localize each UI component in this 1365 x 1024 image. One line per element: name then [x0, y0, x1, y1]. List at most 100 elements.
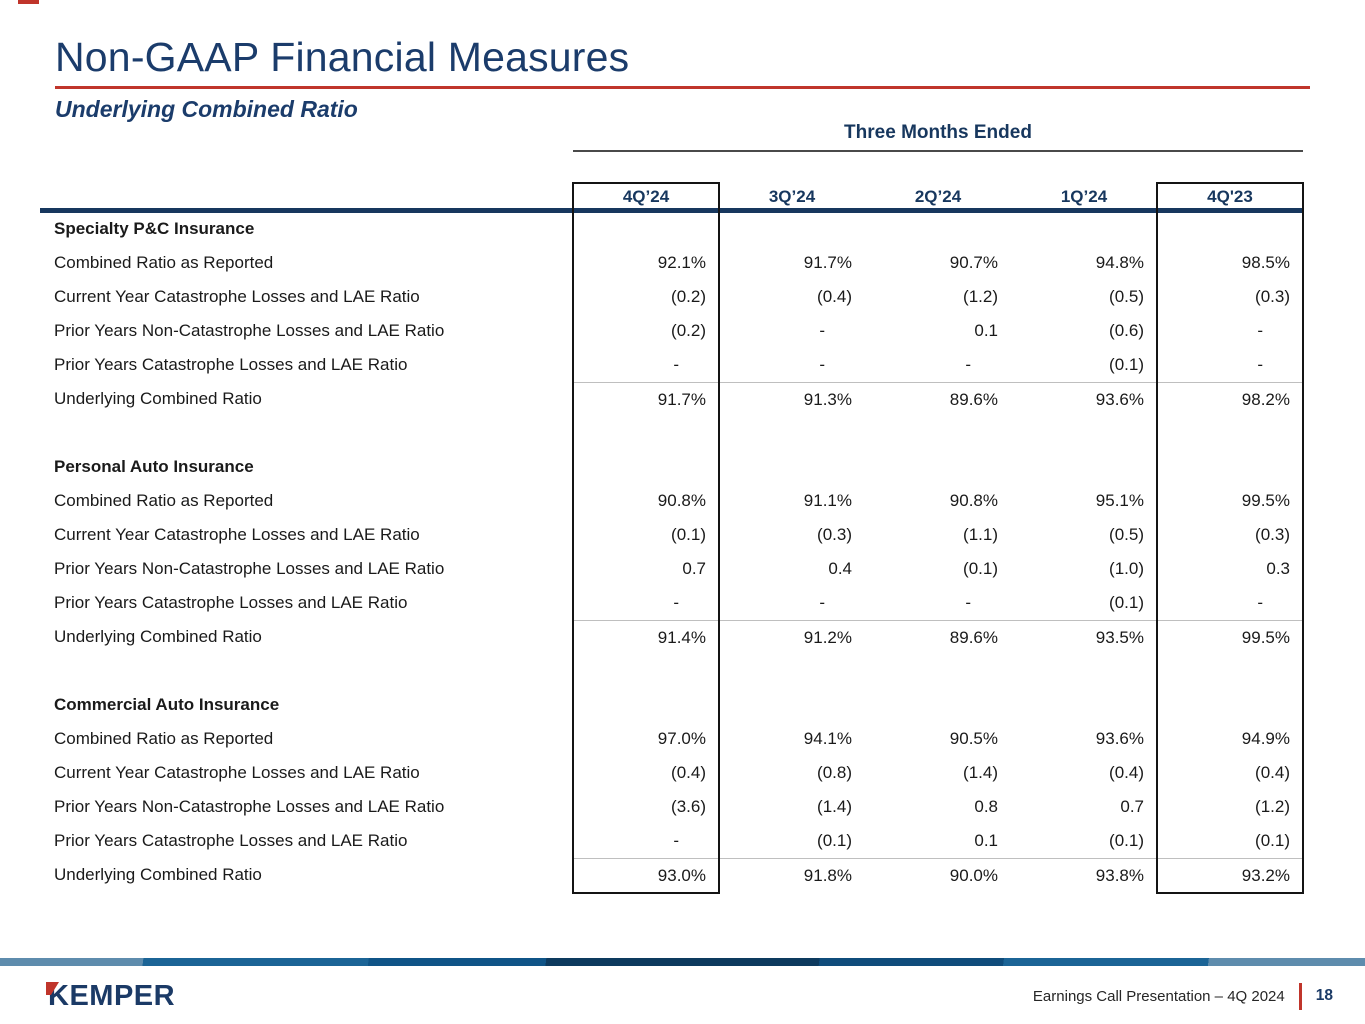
value-cell: -	[819, 321, 825, 340]
section-title-empty-cell	[1157, 212, 1303, 246]
value-cell: (1.2)	[1255, 797, 1290, 816]
value-cell: 91.4%	[573, 620, 719, 654]
value-cell: (0.1)	[963, 559, 998, 578]
row-label: Current Year Catastrophe Losses and LAE …	[54, 763, 420, 782]
value-cell: (0.4)	[817, 287, 852, 306]
value-cell: (0.1)	[671, 525, 706, 544]
page-title: Non-GAAP Financial Measures	[55, 34, 630, 80]
footer-red-divider	[1298, 982, 1302, 1010]
column-header-3: 2Q’24	[914, 187, 962, 206]
value-cell: 98.2%	[1157, 382, 1303, 416]
value-cell: (0.1)	[1255, 831, 1290, 850]
combined-ratio-table: 4Q’24 3Q’24 2Q’24 1Q’24 4Q'23 Specialty P&C …	[40, 182, 1304, 894]
value-cell: -	[965, 355, 971, 374]
value-cell: (0.1)	[1109, 831, 1144, 850]
row-label: Prior Years Catastrophe Losses and LAE R…	[54, 593, 408, 612]
value-cell: -	[1257, 355, 1263, 374]
section-title-empty-cell	[1011, 212, 1157, 246]
kemper-logo-text: KEMPER	[48, 980, 176, 1012]
value-cell: 0.7	[682, 559, 706, 578]
value-cell: 89.6%	[865, 620, 1011, 654]
section-title-empty-cell	[865, 450, 1011, 484]
value-cell: (1.2)	[963, 287, 998, 306]
spacer-cell	[865, 416, 1011, 450]
value-cell: 94.1%	[803, 729, 852, 748]
value-cell: 0.8	[974, 797, 998, 816]
row-label: Prior Years Non-Catastrophe Losses and L…	[54, 559, 445, 578]
value-cell: (0.3)	[817, 525, 852, 544]
value-cell: (0.1)	[817, 831, 852, 850]
value-cell: 94.9%	[1241, 729, 1290, 748]
value-cell: 97.0%	[657, 729, 706, 748]
value-cell: (0.1)	[1109, 355, 1144, 374]
value-cell: 90.8%	[657, 491, 706, 510]
value-cell: (0.6)	[1109, 321, 1144, 340]
value-cell: (0.3)	[1255, 525, 1290, 544]
value-cell: 93.6%	[1011, 382, 1157, 416]
spacer-cell	[719, 654, 865, 688]
value-cell: 90.8%	[949, 491, 998, 510]
spacer-cell	[573, 416, 719, 450]
row-label: Prior Years Non-Catastrophe Losses and L…	[54, 321, 445, 340]
row-label: Underlying Combined Ratio	[54, 627, 262, 646]
value-cell: (0.4)	[671, 763, 706, 782]
spacer-cell	[1011, 416, 1157, 450]
row-label: Prior Years Catastrophe Losses and LAE R…	[54, 355, 408, 374]
value-cell: (3.6)	[671, 797, 706, 816]
value-cell: (0.3)	[1255, 287, 1290, 306]
value-cell: 90.5%	[949, 729, 998, 748]
section-title: Commercial Auto Insurance	[54, 695, 280, 714]
value-cell: 0.4	[828, 559, 852, 578]
section-title-empty-cell	[573, 688, 719, 722]
value-cell: 91.7%	[803, 253, 852, 272]
value-cell: 99.5%	[1157, 620, 1303, 654]
value-cell: (0.2)	[671, 321, 706, 340]
page-number: 18	[1315, 987, 1333, 1004]
column-header-1: 4Q’24	[622, 187, 670, 206]
value-cell: 94.8%	[1095, 253, 1144, 272]
value-cell: 93.6%	[1095, 729, 1144, 748]
section-title-empty-cell	[865, 688, 1011, 722]
value-cell: -	[673, 355, 679, 374]
value-cell: (0.8)	[817, 763, 852, 782]
value-cell: (0.2)	[671, 287, 706, 306]
value-cell: (1.4)	[963, 763, 998, 782]
title-rule	[55, 86, 1310, 89]
value-cell: 90.7%	[949, 253, 998, 272]
footer-caption: Earnings Call Presentation – 4Q 2024	[1032, 987, 1285, 1005]
value-cell: -	[819, 355, 825, 374]
value-cell: 89.6%	[865, 382, 1011, 416]
column-header-row: 4Q’24 3Q’24 2Q’24 1Q’24 4Q'23	[40, 182, 1303, 212]
value-cell: 0.1	[974, 321, 998, 340]
value-cell: 91.2%	[719, 620, 865, 654]
value-cell: (0.1)	[1109, 593, 1144, 612]
value-cell: 98.5%	[1241, 253, 1290, 272]
value-cell: 95.1%	[1095, 491, 1144, 510]
value-cell: (1.0)	[1109, 559, 1144, 578]
footer-right: Earnings Call Presentation – 4Q 2024 18	[1033, 982, 1333, 1010]
kemper-logo: KEMPER	[46, 980, 176, 1013]
spacer-cell	[40, 654, 573, 688]
value-cell: 0.7	[1120, 797, 1144, 816]
value-cell: 93.2%	[1157, 858, 1303, 892]
value-cell: 90.0%	[865, 858, 1011, 892]
value-cell: (0.5)	[1109, 525, 1144, 544]
section-title-empty-cell	[1157, 450, 1303, 484]
section-title-empty-cell	[573, 212, 719, 246]
row-label: Combined Ratio as Reported	[54, 491, 274, 510]
section-title-empty-cell	[1011, 688, 1157, 722]
row-label: Prior Years Catastrophe Losses and LAE R…	[54, 831, 408, 850]
value-cell: 99.5%	[1241, 491, 1290, 510]
spacer-cell	[573, 654, 719, 688]
spacer-cell	[1157, 416, 1303, 450]
spacer-cell	[1157, 654, 1303, 688]
spacer-cell	[40, 416, 573, 450]
value-cell: 0.1	[974, 831, 998, 850]
value-cell: -	[673, 831, 679, 850]
value-cell: 93.8%	[1011, 858, 1157, 892]
value-cell: -	[1257, 321, 1263, 340]
section-title-empty-cell	[719, 688, 865, 722]
value-cell: -	[819, 593, 825, 612]
row-label: Underlying Combined Ratio	[54, 389, 262, 408]
